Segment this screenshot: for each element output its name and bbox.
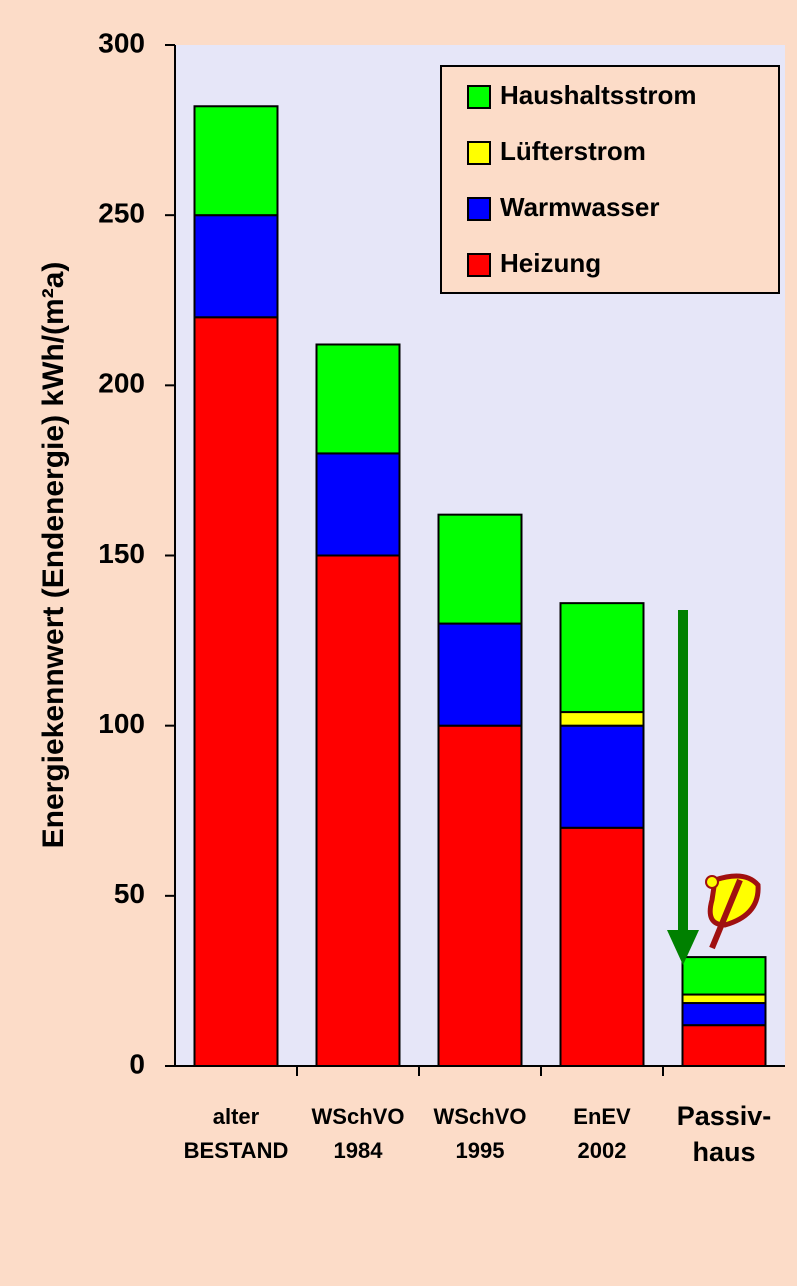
y-tick-label: 300 (98, 27, 145, 58)
x-tick-label: alter BESTAND (184, 1104, 289, 1163)
arrow (667, 610, 699, 965)
bar-segment (681, 1024, 767, 1068)
y-tick-label: 50 (114, 878, 145, 909)
logo (705, 873, 761, 950)
bar-segment (559, 826, 645, 1067)
y-tick-label: 0 (129, 1048, 145, 1079)
y-tick-label: 200 (98, 368, 145, 399)
bar-segment (193, 214, 279, 319)
legend-swatch (467, 197, 491, 221)
bar-segment (315, 554, 401, 1067)
legend: Haushaltsstrom Lüfterstrom Warmwasser Heizu… (467, 80, 697, 278)
bar-segment (681, 1002, 767, 1027)
x-tick-label: EnEV 2002 (573, 1104, 631, 1163)
x-tick-label: WSchVO 1995 (434, 1104, 527, 1163)
bar-segment (681, 956, 767, 996)
bar-segment (437, 622, 523, 727)
legend-label: Warmwasser (500, 192, 659, 222)
legend-swatch (467, 85, 491, 109)
x-tick-label: Passiv-haus (677, 1101, 772, 1167)
bar-segment (559, 724, 645, 829)
bar-segment (437, 513, 523, 625)
y-tick-label: 150 (98, 538, 145, 569)
legend-box (440, 65, 780, 294)
bar-segment (315, 452, 401, 557)
bar-segment (193, 316, 279, 1067)
y-axis-label: Energiekennwert (Endenergie) kWh/(m²a) (37, 262, 70, 849)
legend-label: Haushaltsstrom (500, 80, 697, 110)
legend-swatch (467, 253, 491, 277)
bars (193, 105, 767, 1068)
y-tick-label: 250 (98, 198, 145, 229)
bar-segment (681, 993, 767, 1005)
y-tick-label: 100 (98, 708, 145, 739)
bar-segment (315, 343, 401, 455)
bar-segment (193, 105, 279, 217)
bar-segment (559, 711, 645, 727)
x-tick-label: WSchVO 1984 (312, 1104, 405, 1163)
arrow-head (667, 930, 699, 965)
legend-label: Lüfterstrom (500, 136, 646, 166)
bar-segment (559, 602, 645, 714)
bar-segment (437, 724, 523, 1068)
legend-swatch (467, 141, 491, 165)
logo-dot (705, 875, 719, 889)
legend-label: Heizung (500, 248, 601, 278)
logo-stroke (709, 878, 743, 950)
